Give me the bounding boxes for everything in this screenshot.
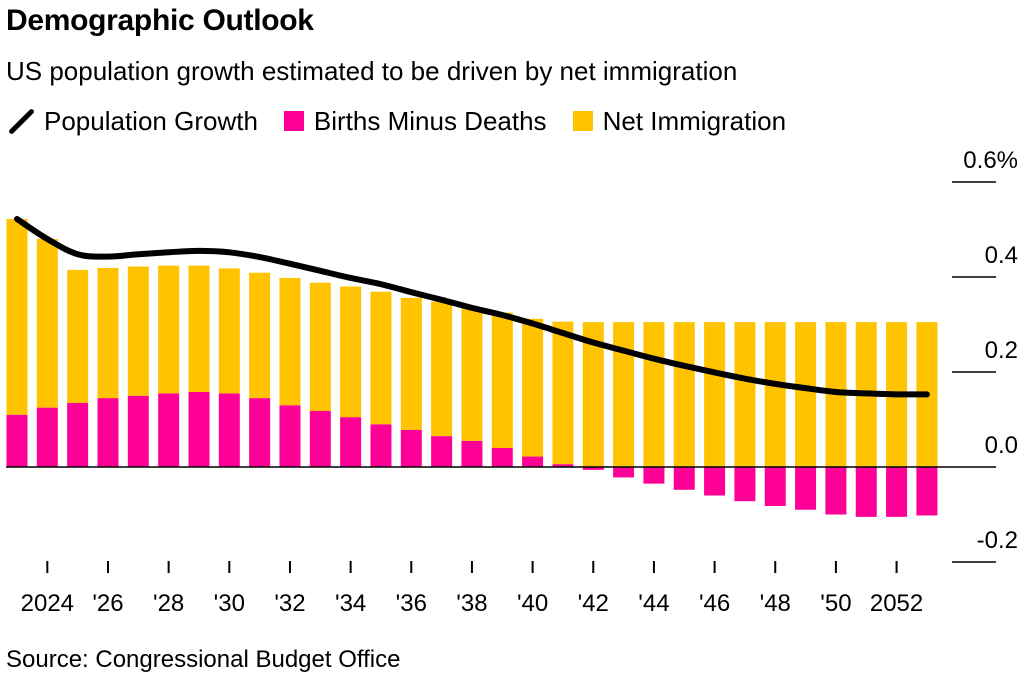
x-tick-label: '40 [517, 590, 548, 617]
net-immigration-bar [6, 219, 28, 415]
births-minus-deaths-bar [855, 467, 877, 517]
y-tick-label: 0.4 [985, 242, 1018, 269]
births-minus-deaths-bar [795, 467, 817, 510]
net-immigration-bar [340, 286, 362, 418]
net-immigration-bar [158, 265, 180, 394]
net-immigration-bar [279, 277, 301, 406]
births-minus-deaths-bar [522, 456, 544, 467]
births-minus-deaths-bar [188, 391, 210, 467]
source-note: Source: Congressional Budget Office [6, 646, 401, 673]
births-minus-deaths-bar [6, 414, 28, 467]
legend-item-net-immigration: Net Immigration [572, 105, 787, 137]
x-tick-label: '38 [456, 590, 487, 617]
net-immigration-bar [491, 312, 513, 448]
x-tick-label: '50 [820, 590, 851, 617]
births-minus-deaths-bar [218, 393, 240, 467]
births-minus-deaths-bar [340, 417, 362, 467]
y-tick-label: -0.2 [977, 527, 1018, 554]
net-immigration-bar [582, 322, 604, 467]
bars-layer [6, 219, 938, 517]
births-minus-deaths-bar [673, 467, 695, 490]
births-minus-deaths-bar [916, 467, 938, 516]
x-tick-label: '36 [396, 590, 427, 617]
net-immigration-bar [613, 322, 635, 467]
births-minus-deaths-bar [582, 467, 604, 470]
births-minus-deaths-bar [886, 467, 908, 517]
net-immigration-bar [188, 265, 210, 392]
net-immigration-bar [704, 322, 726, 467]
legend: Population Growth Births Minus Deaths Ne… [8, 104, 812, 138]
births-minus-deaths-bar [704, 467, 726, 496]
legend-swatch-icon [572, 111, 593, 131]
births-minus-deaths-bar [67, 402, 89, 467]
population-growth-line [14, 216, 930, 398]
net-immigration-bar [461, 307, 483, 441]
births-minus-deaths-bar [613, 467, 635, 478]
births-minus-deaths-bar [400, 429, 422, 467]
births-minus-deaths-bar [764, 467, 786, 506]
net-immigration-bar [734, 322, 756, 467]
chart-subtitle: US population growth estimated to be dri… [6, 56, 738, 86]
births-minus-deaths-bar [431, 436, 453, 467]
births-minus-deaths-bar [249, 398, 271, 467]
net-immigration-bar [97, 267, 119, 399]
births-minus-deaths-bar [825, 467, 847, 515]
net-immigration-bar [67, 269, 89, 403]
x-tick-label: '32 [274, 590, 305, 617]
legend-label: Population Growth [44, 105, 258, 136]
net-immigration-bar [400, 297, 422, 430]
births-minus-deaths-bar [643, 467, 665, 484]
net-immigration-bar [36, 239, 58, 408]
legend-label: Net Immigration [602, 105, 787, 136]
y-tick-label: 0.6% [963, 147, 1018, 174]
births-minus-deaths-bar [279, 405, 301, 467]
x-tick-label: '30 [214, 590, 245, 617]
x-tick-label: '34 [335, 590, 366, 617]
y-tick-label: 0.0 [985, 432, 1018, 459]
net-immigration-bar [795, 322, 817, 467]
x-tick-label: 2052 [870, 590, 923, 617]
x-tick-label: '28 [153, 590, 184, 617]
net-immigration-bar [309, 282, 331, 411]
x-tick-label: 2024 [21, 590, 74, 617]
x-tick-label: '48 [760, 590, 791, 617]
x-tick-label: '26 [92, 590, 123, 617]
net-immigration-bar [127, 266, 149, 396]
net-immigration-bar [552, 321, 574, 465]
net-immigration-bar [764, 322, 786, 467]
legend-item-population-growth: Population Growth [8, 106, 258, 137]
chart-title: Demographic Outlook [6, 4, 314, 37]
legend-item-births-minus-deaths: Births Minus Deaths [283, 105, 547, 137]
legend-label: Births Minus Deaths [313, 105, 547, 136]
x-tick-label: '46 [699, 590, 730, 617]
y-axis: 0.6% 0.4 0.2 0.0 -0.2 [952, 147, 1018, 563]
net-immigration-bar [673, 322, 695, 467]
x-tick-label: '44 [638, 590, 669, 617]
births-minus-deaths-bar [158, 393, 180, 467]
net-immigration-bar [249, 272, 271, 399]
population-growth-layer [14, 216, 930, 398]
births-minus-deaths-bar [97, 398, 119, 467]
net-immigration-bar [370, 291, 392, 425]
births-minus-deaths-bar [309, 410, 331, 467]
births-minus-deaths-bar [734, 467, 756, 502]
net-immigration-bar [431, 301, 453, 437]
net-immigration-bar [522, 318, 544, 457]
births-minus-deaths-bar [370, 424, 392, 467]
births-minus-deaths-bar [461, 440, 483, 467]
net-immigration-bar [218, 268, 240, 394]
net-immigration-bar [643, 322, 665, 467]
births-minus-deaths-bar [552, 464, 574, 467]
y-tick-label: 0.2 [985, 337, 1018, 364]
births-minus-deaths-bar [491, 448, 513, 467]
legend-swatch-icon [283, 111, 304, 131]
births-minus-deaths-bar [36, 407, 58, 467]
births-minus-deaths-bar [127, 395, 149, 467]
x-axis: 2024 '26 '28 '30 '32 '34 '36 '38 '40 '42 '44 '46 '48… [21, 561, 923, 617]
x-tick-label: '42 [578, 590, 609, 617]
